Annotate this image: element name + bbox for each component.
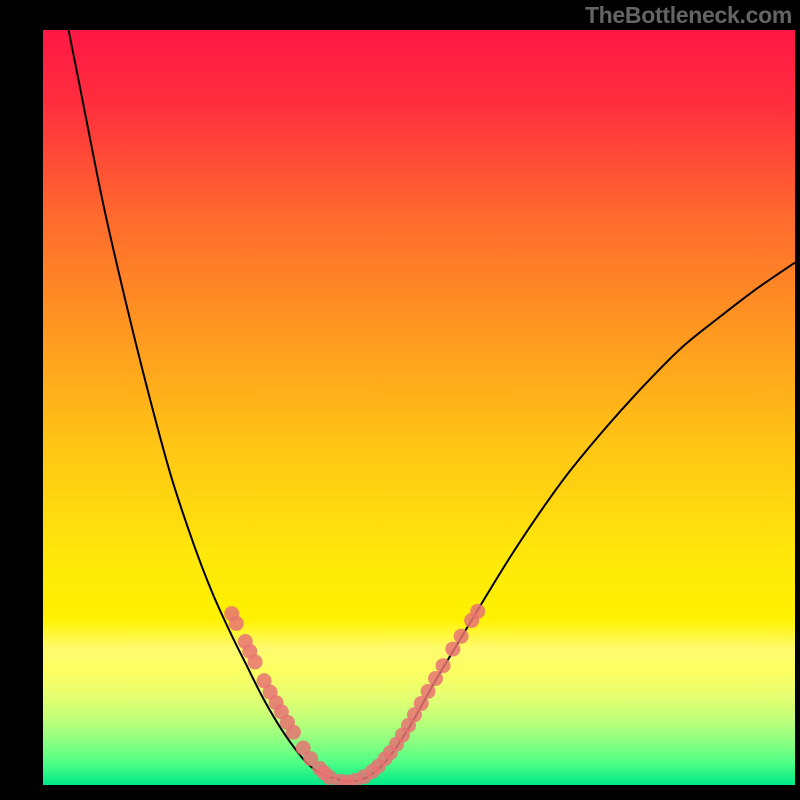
figure-container: TheBottleneck.com	[0, 0, 800, 800]
gradient-background	[43, 30, 795, 785]
curve-marker	[421, 684, 436, 699]
curve-marker	[229, 616, 244, 631]
curve-marker	[454, 629, 469, 644]
curve-marker	[436, 658, 451, 673]
curve-marker	[248, 654, 263, 669]
curve-marker	[445, 642, 460, 657]
plot-area	[43, 30, 795, 785]
curve-marker	[286, 725, 301, 740]
curve-marker	[470, 604, 485, 619]
curve-marker	[428, 671, 443, 686]
watermark-label: TheBottleneck.com	[585, 2, 792, 29]
